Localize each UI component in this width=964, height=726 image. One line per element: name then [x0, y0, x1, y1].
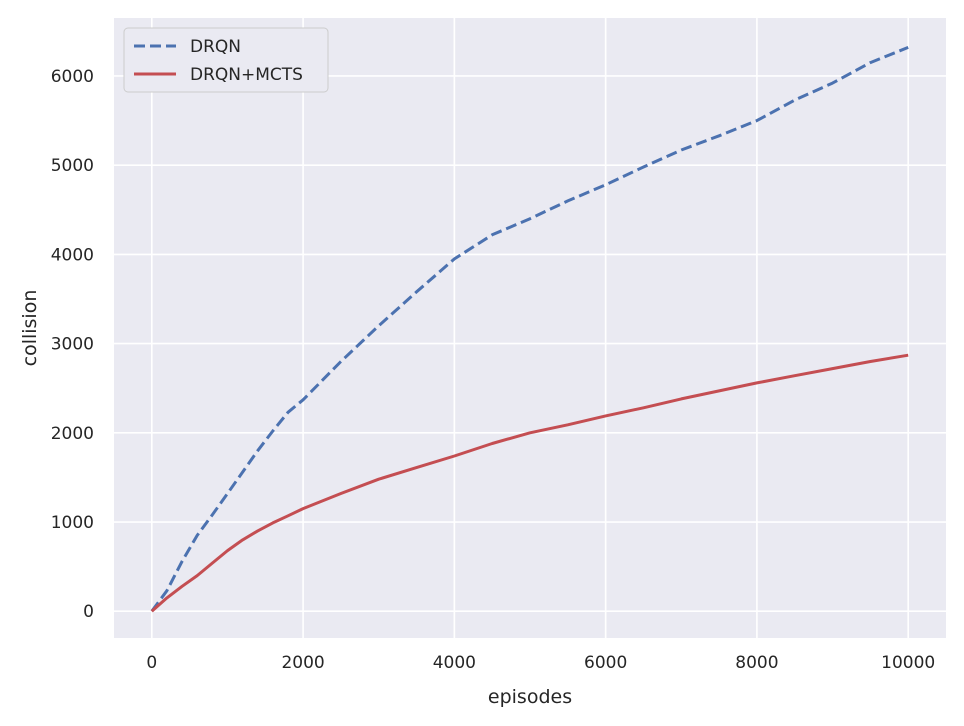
y-axis: 0 1000 2000 3000 4000 5000 6000 [51, 67, 94, 622]
grid [114, 18, 946, 638]
y-tick-label: 6000 [51, 67, 94, 87]
x-tick-label: 6000 [584, 653, 627, 673]
x-tick-label: 8000 [735, 653, 778, 673]
legend: DRQN DRQN+MCTS [123, 27, 329, 93]
x-tick-label: 2000 [281, 653, 324, 673]
y-tick-label: 4000 [51, 245, 94, 265]
legend-label-drqn: DRQN [190, 37, 241, 57]
y-tick-label: 0 [83, 602, 94, 622]
series-line-drqn-mcts [150, 353, 909, 613]
series-layer [150, 46, 909, 613]
y-tick-label: 1000 [51, 513, 94, 533]
x-axis: 0 2000 4000 6000 8000 10000 [146, 653, 935, 673]
x-tick-label: 0 [146, 653, 157, 673]
series-line-drqn [150, 46, 909, 613]
x-tick-label: 10000 [881, 653, 935, 673]
legend-label-drqn-mcts: DRQN+MCTS [190, 65, 303, 85]
x-axis-label: episodes [488, 686, 572, 708]
legend-box [123, 27, 329, 93]
y-tick-label: 5000 [51, 156, 94, 176]
x-tick-label: 4000 [433, 653, 476, 673]
y-tick-label: 2000 [51, 424, 94, 444]
y-tick-label: 3000 [51, 335, 94, 355]
y-axis-label: collision [19, 290, 41, 367]
plot-area [114, 18, 946, 638]
